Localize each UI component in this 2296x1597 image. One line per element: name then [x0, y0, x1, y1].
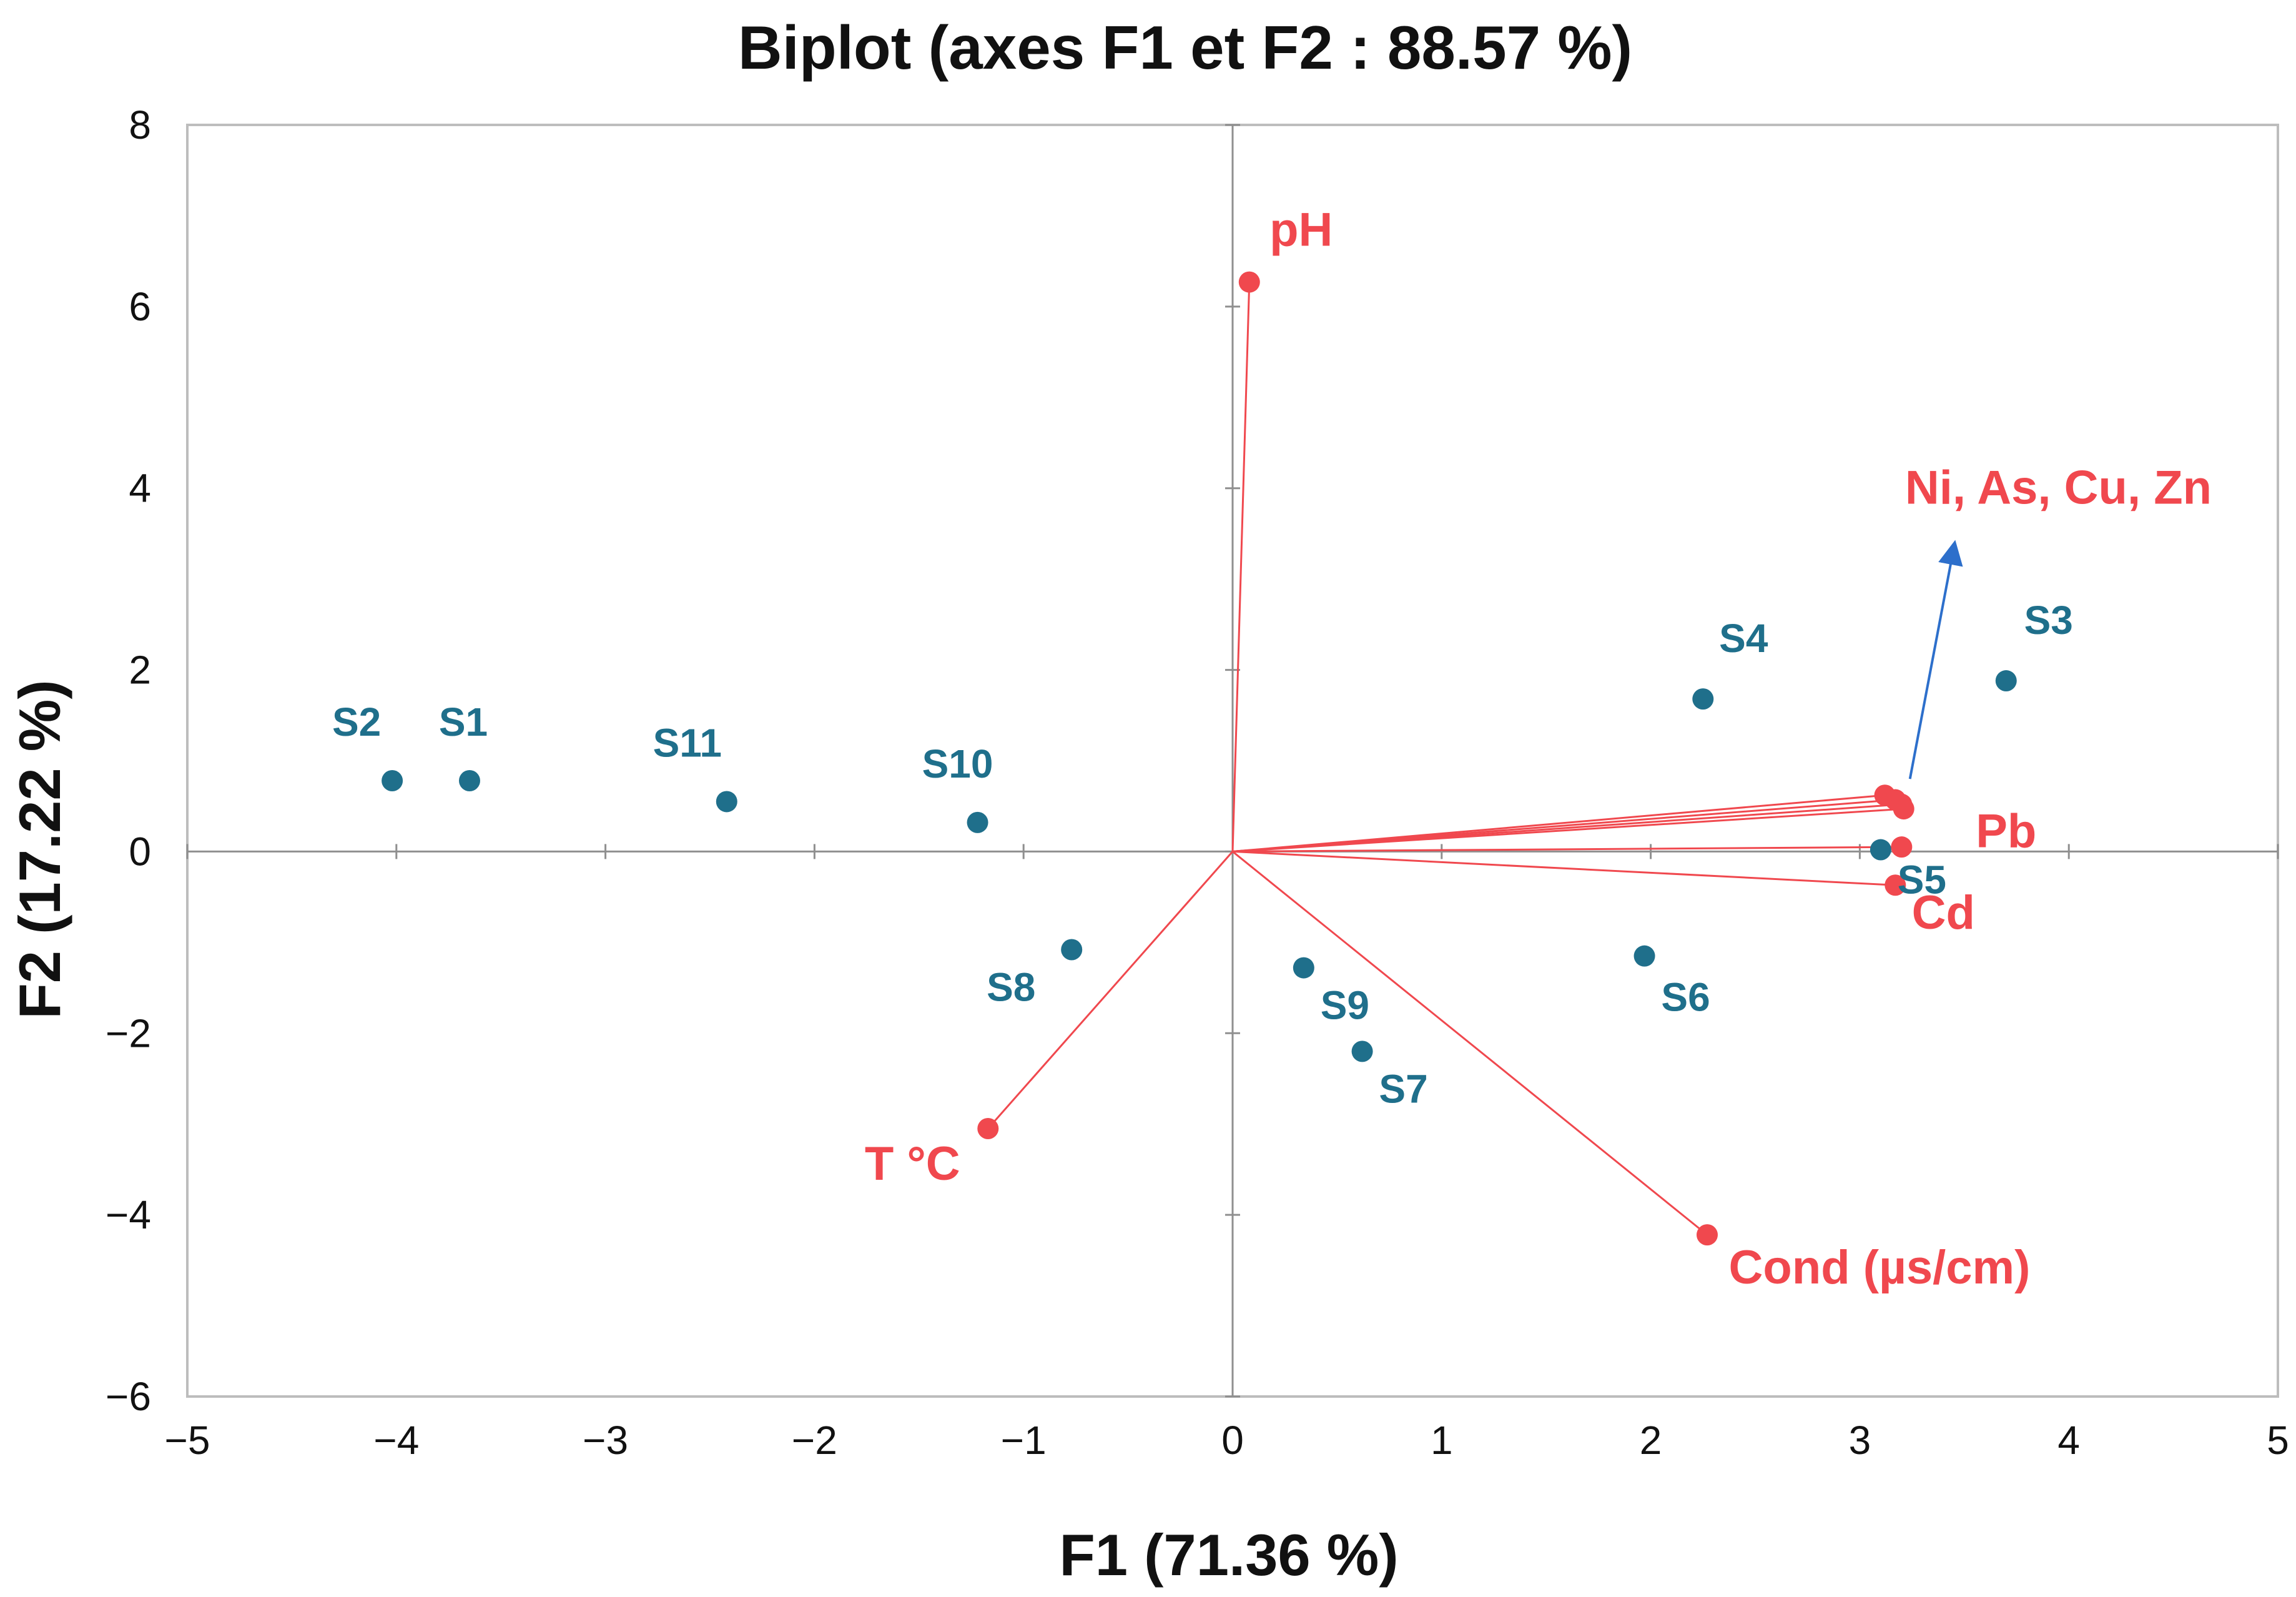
x-tick-label: −2 [792, 1418, 837, 1463]
variable-label: Cond (µs/cm) [1729, 1241, 2031, 1294]
variable-vector [1231, 282, 1251, 852]
observation-point [1293, 957, 1314, 979]
y-tick-label: 2 [129, 648, 151, 693]
variable-point [1885, 874, 1906, 896]
plot-area: −6 −4 −2 0 2 4 6 8 −5 −4 −3 −2 −1 0 1 2 3 4 5 S1 S2 S3 S4 S5 S6 S… [106, 102, 2289, 1463]
variable-vector [987, 851, 1234, 1129]
variable-label: T °C [865, 1137, 960, 1190]
x-tick-label: 3 [1849, 1418, 1871, 1463]
observation-point [1351, 1041, 1373, 1062]
observation-label: S4 [1719, 616, 1768, 661]
observation-label: S6 [1661, 975, 1710, 1020]
x-tick-label: 2 [1640, 1418, 1662, 1463]
chart-title: Biplot (axes F1 et F2 : 88.57 %) [738, 13, 1632, 82]
observation-point [1692, 688, 1714, 710]
variable-point [1696, 1224, 1718, 1246]
variable-point [977, 1117, 999, 1139]
variable-vector [1232, 846, 1902, 853]
variable-label: pH [1269, 204, 1333, 257]
observation-label: S5 [1898, 858, 1946, 902]
variable-vector [1232, 808, 1904, 853]
y-tick-label: −2 [106, 1011, 151, 1056]
observation-point [1870, 839, 1891, 861]
annotation-arrow [1908, 540, 1963, 779]
x-tick-label: 4 [2057, 1418, 2080, 1463]
observation-label: S7 [1379, 1066, 1427, 1111]
observation-point [1633, 945, 1655, 967]
observation-point [1995, 670, 2017, 692]
observation-label: S9 [1321, 983, 1369, 1028]
cd-label: Cd [1912, 886, 1975, 939]
variable-point [1238, 271, 1260, 293]
x-tick-label: −4 [373, 1418, 419, 1463]
y-axis-title: F2 (17.22 %) [7, 680, 72, 1019]
variable-vector [1232, 851, 1708, 1236]
y-tick-label: 4 [129, 466, 151, 511]
y-tick-label: −4 [106, 1192, 151, 1237]
variable-group-label: Ni, As, Cu, Zn [1905, 461, 2212, 514]
observation-point [458, 769, 480, 791]
x-axis-title: F1 (71.36 %) [1059, 1522, 1398, 1588]
observation-label: S3 [2024, 598, 2073, 643]
observation-point [967, 811, 988, 833]
observation-point [382, 769, 403, 791]
variable-point [1893, 798, 1914, 820]
y-tick-label: −6 [106, 1374, 151, 1419]
x-tick-label: 0 [1221, 1418, 1244, 1463]
observation-label: S1 [439, 700, 488, 744]
y-tick-label: 0 [129, 829, 151, 874]
y-tick-label: 6 [129, 284, 151, 329]
observation-label: S2 [332, 700, 381, 744]
variable-vector [1232, 850, 1896, 886]
variable-point [1891, 836, 1913, 858]
observation-label: S10 [922, 741, 993, 786]
observation-label: S11 [653, 720, 722, 765]
x-tick-label: 5 [2267, 1418, 2289, 1463]
pb-label: Pb [1976, 805, 2036, 858]
observation-point [716, 791, 737, 813]
y-tick-label: 8 [129, 102, 151, 147]
x-tick-label: −5 [165, 1418, 210, 1463]
x-tick-label: −3 [583, 1418, 628, 1463]
observation-point [1061, 939, 1083, 961]
x-tick-label: 1 [1431, 1418, 1453, 1463]
x-tick-label: −1 [1001, 1418, 1047, 1463]
observation-label: S8 [987, 964, 1035, 1009]
